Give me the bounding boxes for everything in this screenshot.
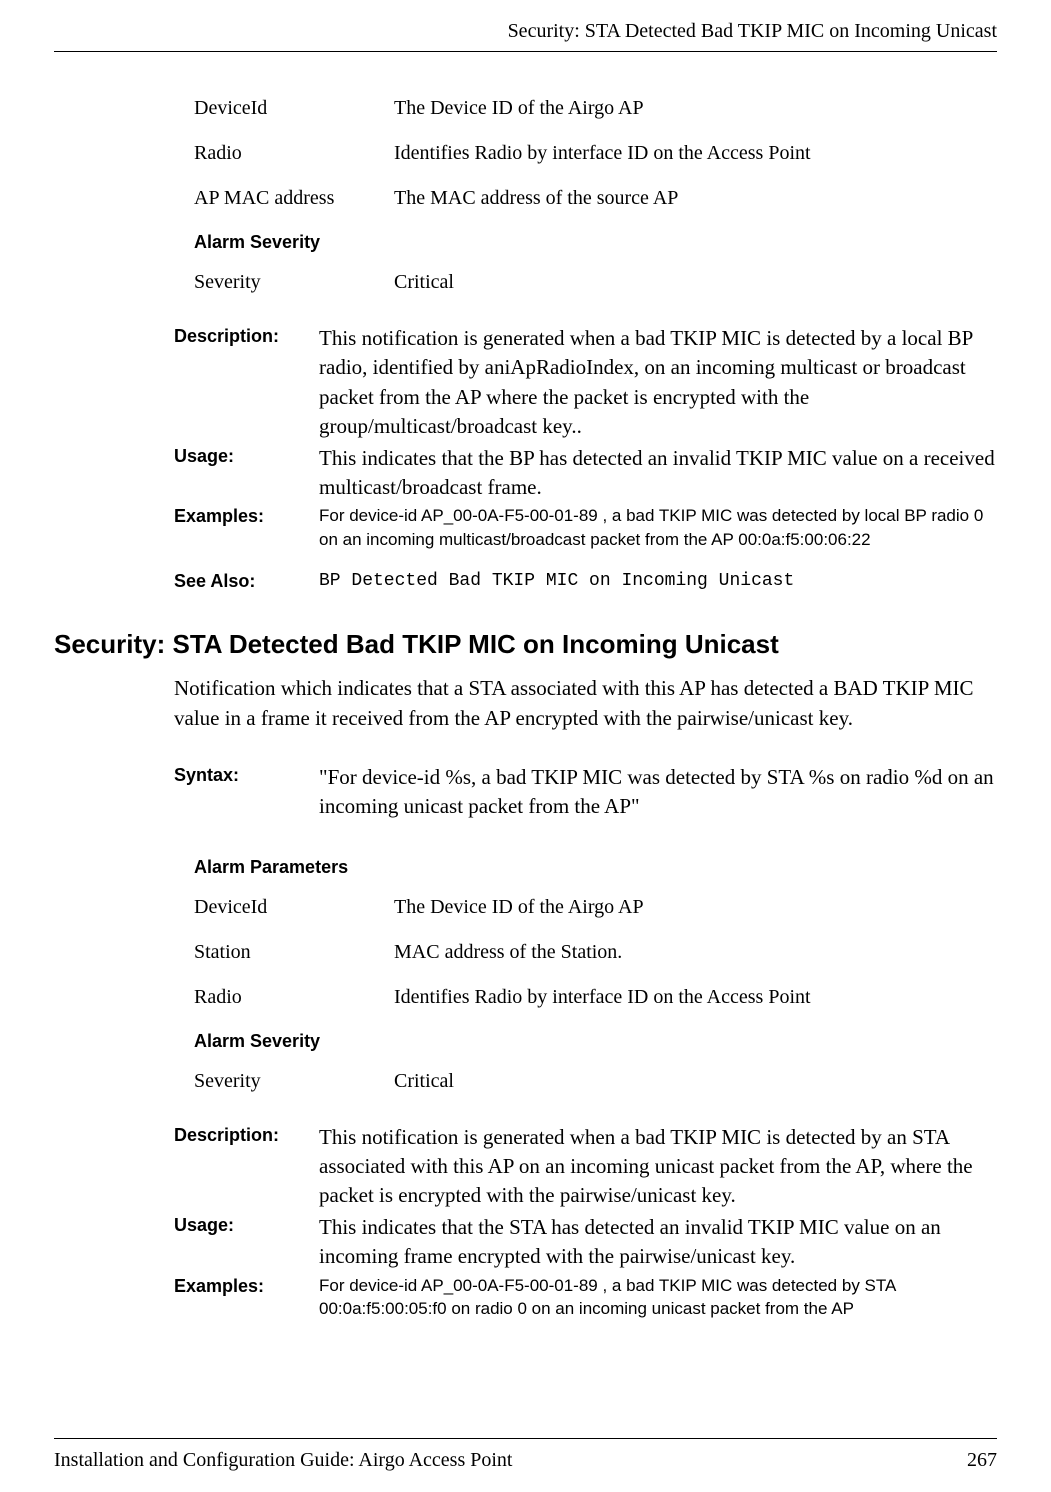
param-row: Radio Identifies Radio by interface ID o… xyxy=(194,142,997,165)
param-row: DeviceId The Device ID of the Airgo AP xyxy=(194,896,997,919)
def-row: Description: This notification is genera… xyxy=(174,324,997,442)
param-desc: Identifies Radio by interface ID on the … xyxy=(394,986,997,1009)
footer-left: Installation and Configuration Guide: Ai… xyxy=(54,1449,512,1472)
section2-syntax: Syntax: "For device-id %s, a bad TKIP MI… xyxy=(174,763,997,822)
param-name: DeviceId xyxy=(194,97,394,120)
alarm-severity-heading: Alarm Severity xyxy=(194,232,997,253)
param-row: AP MAC address The MAC address of the so… xyxy=(194,187,997,210)
param-desc: The Device ID of the Airgo AP xyxy=(394,97,997,120)
param-row: DeviceId The Device ID of the Airgo AP xyxy=(194,97,997,120)
description-text: This notification is generated when a ba… xyxy=(319,324,997,442)
examples-text: For device-id AP_00-0A-F5-00-01-89 , a b… xyxy=(319,1274,997,1322)
usage-text: This indicates that the BP has detected … xyxy=(319,444,997,503)
severity-name: Severity xyxy=(194,271,394,294)
def-row: Usage: This indicates that the BP has de… xyxy=(174,444,997,503)
severity-name: Severity xyxy=(194,1070,394,1093)
param-desc: The MAC address of the source AP xyxy=(394,187,997,210)
param-desc: The Device ID of the Airgo AP xyxy=(394,896,997,919)
syntax-text: "For device-id %s, a bad TKIP MIC was de… xyxy=(319,763,997,822)
severity-row: Severity Critical xyxy=(194,1070,997,1093)
alarm-parameters-heading: Alarm Parameters xyxy=(194,857,997,878)
syntax-label: Syntax: xyxy=(174,763,319,822)
def-row: See Also: BP Detected Bad TKIP MIC on In… xyxy=(174,569,997,594)
param-name: Station xyxy=(194,941,394,964)
usage-text: This indicates that the STA has detected… xyxy=(319,1213,997,1272)
usage-label: Usage: xyxy=(174,444,319,503)
severity-value: Critical xyxy=(394,1070,997,1093)
footer-page-number: 267 xyxy=(967,1449,997,1472)
section2-heading: Security: STA Detected Bad TKIP MIC on I… xyxy=(54,629,997,660)
see-also-text: BP Detected Bad TKIP MIC on Incoming Uni… xyxy=(319,569,997,594)
alarm-severity-heading: Alarm Severity xyxy=(194,1031,997,1052)
def-row: Examples: For device-id AP_00-0A-F5-00-0… xyxy=(174,504,997,552)
def-row: Description: This notification is genera… xyxy=(174,1123,997,1211)
see-also-label: See Also: xyxy=(174,569,319,594)
param-desc: MAC address of the Station. xyxy=(394,941,997,964)
examples-label: Examples: xyxy=(174,504,319,552)
severity-row: Severity Critical xyxy=(194,271,997,294)
param-row: Station MAC address of the Station. xyxy=(194,941,997,964)
section2-intro: Notification which indicates that a STA … xyxy=(174,674,997,733)
description-label: Description: xyxy=(174,324,319,442)
param-name: AP MAC address xyxy=(194,187,394,210)
usage-label: Usage: xyxy=(174,1213,319,1272)
page-footer: Installation and Configuration Guide: Ai… xyxy=(54,1438,997,1492)
examples-label: Examples: xyxy=(174,1274,319,1322)
severity-value: Critical xyxy=(394,271,997,294)
param-name: Radio xyxy=(194,986,394,1009)
running-header: Security: STA Detected Bad TKIP MIC on I… xyxy=(54,20,997,52)
examples-text: For device-id AP_00-0A-F5-00-01-89 , a b… xyxy=(319,504,997,552)
def-row: Syntax: "For device-id %s, a bad TKIP MI… xyxy=(174,763,997,822)
param-desc: Identifies Radio by interface ID on the … xyxy=(394,142,997,165)
param-name: DeviceId xyxy=(194,896,394,919)
section2-defs: Description: This notification is genera… xyxy=(174,1123,997,1322)
def-row: Usage: This indicates that the STA has d… xyxy=(174,1213,997,1272)
section1-defs: Description: This notification is genera… xyxy=(174,324,997,594)
description-label: Description: xyxy=(174,1123,319,1211)
section1-params: DeviceId The Device ID of the Airgo AP R… xyxy=(174,97,997,294)
def-row: Examples: For device-id AP_00-0A-F5-00-0… xyxy=(174,1274,997,1322)
section2-params: Alarm Parameters DeviceId The Device ID … xyxy=(174,857,997,1093)
param-name: Radio xyxy=(194,142,394,165)
param-row: Radio Identifies Radio by interface ID o… xyxy=(194,986,997,1009)
description-text: This notification is generated when a ba… xyxy=(319,1123,997,1211)
